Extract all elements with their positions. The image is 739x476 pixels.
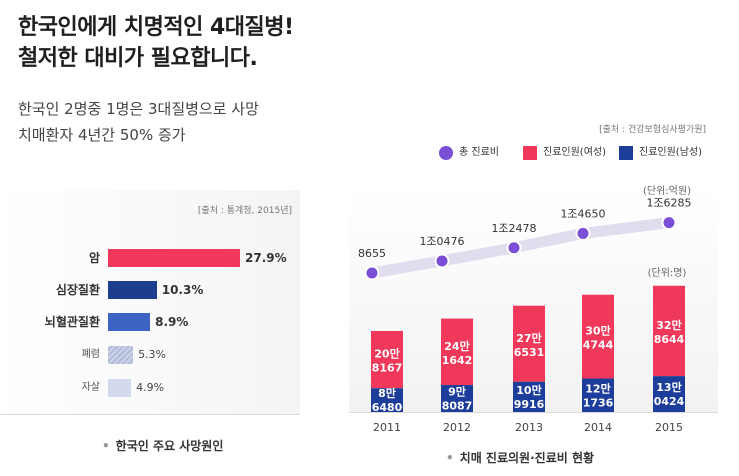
legend-swatch-total-cost	[439, 146, 453, 160]
bar-female	[653, 285, 685, 377]
legend-label-female: 진료인원(여성)	[543, 147, 607, 158]
bar	[108, 313, 151, 331]
left-chart-title: 한국인 주요 사망원인	[115, 439, 224, 453]
unit-label-people: (단위:명)	[648, 266, 687, 279]
right-chart-caption: • 치매 진료의원·진료비 현황	[446, 449, 594, 466]
bar-row: 심장질환 10.3%	[0, 279, 300, 301]
legend-label-male: 진료인원(남성)	[639, 147, 703, 158]
bar-category-label: 폐렴	[81, 349, 100, 360]
line-value-label: 1조0476	[419, 235, 464, 248]
bar-female-value-line2: 8644	[654, 333, 685, 346]
bar	[108, 346, 134, 364]
bar-row: 폐렴 5.3%	[0, 344, 300, 366]
subhead-line1: 한국인 2명중 1명은 3대질병으로 사망	[18, 100, 259, 118]
bar-row: 뇌혈관질환 8.9%	[0, 311, 300, 333]
line-point	[577, 227, 589, 239]
x-tick-label: 2015	[655, 421, 683, 434]
x-tick-label: 2012	[443, 421, 471, 434]
left-chart-source: [출처 : 통계청, 2015년]	[197, 206, 292, 216]
line-point	[366, 267, 378, 279]
left-chart-caption: • 한국인 주요 사망원인	[102, 437, 223, 454]
bar-row: 자살 4.9%	[0, 377, 300, 399]
line-value-label: 1조4650	[560, 207, 605, 220]
headline-line1: 한국인에게 치명적인 4대질병!	[18, 15, 294, 40]
bar-female	[582, 294, 614, 379]
bar-male	[441, 385, 473, 412]
bar-female-value-line1: 20만	[374, 347, 399, 361]
x-tick-label: 2013	[515, 421, 543, 434]
bar-male-value-line1: 8만	[378, 386, 396, 400]
unit-label-cost: (단위:억원)	[643, 184, 691, 197]
bar-value-label: 10.3%	[161, 283, 204, 297]
bullet-icon: •	[446, 451, 454, 465]
bar-female-value-line1: 30만	[585, 324, 610, 338]
bar-category-label: 뇌혈관질환	[44, 315, 100, 329]
bar-value-label: 5.3%	[138, 348, 167, 361]
bar-category-label: 암	[88, 251, 100, 265]
bar-male-value-line2: 8087	[442, 400, 473, 413]
line-point	[663, 217, 675, 229]
bar-male	[653, 376, 685, 412]
bar-male	[371, 388, 403, 412]
bar-male-value-line1: 12만	[585, 381, 610, 395]
bar-male-value-line1: 9만	[448, 385, 466, 399]
bar-female-value-line1: 32만	[656, 318, 681, 332]
x-tick-label: 2014	[584, 421, 612, 434]
bar-male-value-line2: 6480	[372, 401, 403, 414]
bullet-icon: •	[102, 439, 110, 453]
right-chart-source: [출처 : 건강보험심사평가원]	[599, 125, 706, 135]
bar-category-label: 자살	[81, 382, 100, 393]
bar-female-value-line2: 4744	[583, 339, 614, 352]
line-point	[436, 255, 448, 267]
bar-female-value-line1: 24만	[444, 339, 469, 353]
bar-female	[513, 305, 545, 382]
subhead-line2: 치매환자 4년간 50% 증가	[18, 126, 186, 144]
bar	[108, 249, 240, 267]
right-chart-title: 치매 진료의원·진료비 현황	[459, 451, 595, 465]
bar-male-value-line1: 13만	[656, 380, 681, 394]
legend-label-total-cost: 총 진료비	[459, 147, 499, 158]
bar-male	[513, 381, 545, 412]
line-point	[508, 242, 520, 254]
bar-female-value-line2: 6531	[514, 346, 545, 359]
line-value-label: 1조6285	[646, 197, 691, 210]
line-value-label: 1조2478	[491, 222, 536, 235]
bar-male-value-line2: 9916	[514, 398, 545, 411]
bar-male-value-line2: 1736	[583, 396, 614, 409]
bar-female	[371, 330, 403, 389]
bar-value-label: 27.9%	[245, 251, 287, 265]
bar-female	[441, 318, 473, 386]
bar-female-value-line2: 8167	[372, 362, 403, 375]
bar-value-label: 8.9%	[155, 315, 189, 329]
headline-line2: 철저한 대비가 필요합니다.	[18, 46, 258, 71]
bar-row: 암 27.9%	[0, 247, 300, 269]
bar-value-label: 4.9%	[136, 381, 165, 394]
x-tick-label: 2011	[373, 421, 401, 434]
headline: 한국인에게 치명적인 4대질병! 철저한 대비가 필요합니다.	[18, 12, 294, 74]
line-value-label: 8655	[358, 247, 386, 260]
bar-male	[582, 378, 614, 412]
bar	[108, 379, 132, 397]
legend-swatch-male	[619, 146, 633, 160]
bar	[108, 281, 157, 299]
bar-female-value-line2: 1642	[442, 354, 473, 367]
death-causes-chart: [출처 : 통계청, 2015년] 암 27.9% 심장질환 10.3% 뇌혈관질환 8.…	[0, 190, 300, 415]
subhead: 한국인 2명중 1명은 3대질병으로 사망 치매환자 4년간 50% 증가	[18, 96, 259, 148]
legend-swatch-female	[523, 146, 537, 160]
bar-male-value-line1: 10만	[516, 383, 541, 397]
bar-category-label: 심장질환	[55, 283, 100, 297]
bar-male-value-line2: 0424	[654, 395, 685, 408]
bar-female-value-line1: 27만	[516, 331, 541, 345]
